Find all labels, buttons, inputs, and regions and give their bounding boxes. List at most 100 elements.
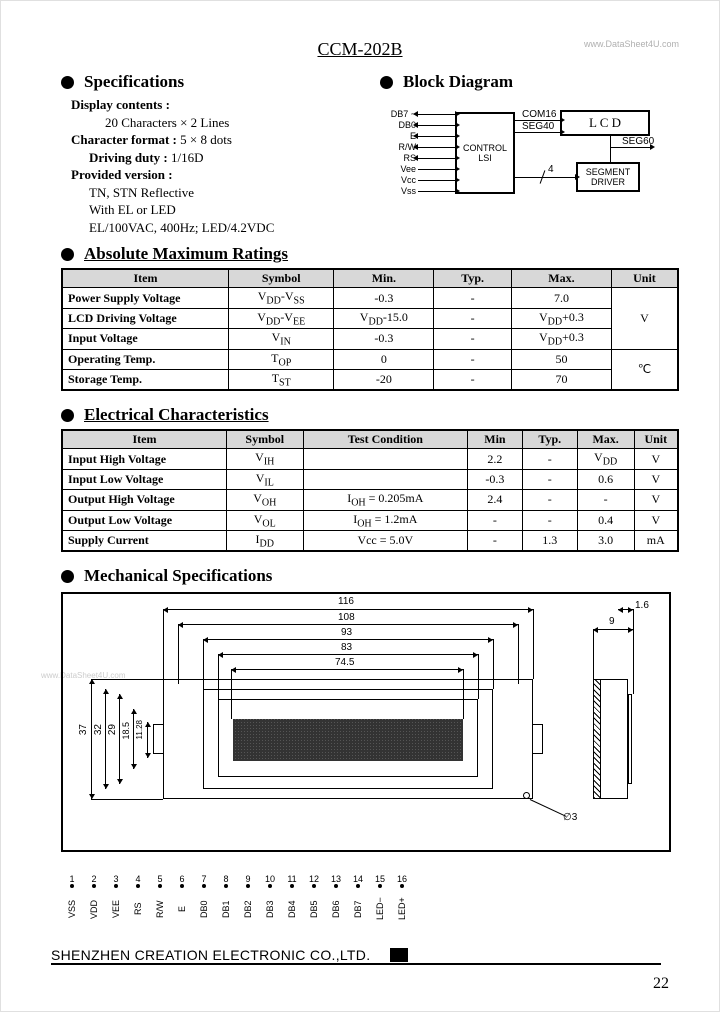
lbl-74: 74.5	[335, 657, 354, 668]
cell: 3.0	[577, 530, 634, 551]
signal-rs: RS	[380, 153, 416, 163]
signal-e: E	[380, 131, 416, 141]
cell: IDD	[226, 530, 303, 551]
cell: -	[522, 510, 577, 530]
pin-num: 2	[83, 874, 105, 884]
mech-char-area	[233, 719, 463, 761]
hole-leader	[530, 799, 567, 817]
signal-vss: Vss	[380, 186, 416, 196]
cell	[303, 449, 467, 469]
cell: -	[577, 490, 634, 510]
cell-unit: V	[611, 288, 678, 349]
cell: LCD Driving Voltage	[62, 308, 228, 328]
cell: 7.0	[512, 288, 612, 308]
dim-18	[133, 709, 134, 769]
mechanical-drawing: 116 108 93 83 74.5 37 32 29	[61, 592, 671, 852]
pin-name: DB5	[303, 884, 325, 928]
lbl-116: 116	[338, 596, 354, 607]
cell: 0.4	[577, 510, 634, 530]
duty-label: Driving duty :	[89, 150, 171, 165]
signal-db0: DB0	[380, 120, 416, 130]
th: Typ.	[434, 269, 512, 288]
cell: IOH = 1.2mA	[303, 510, 467, 530]
pin-name: RS	[127, 884, 149, 928]
th: Max.	[577, 430, 634, 449]
cell: mA	[634, 530, 678, 551]
label-4: 4	[548, 164, 554, 175]
tab-right	[533, 724, 543, 754]
cell: VDD-15.0	[334, 308, 434, 328]
table-row: LCD Driving VoltageVDD-VEEVDD-15.0-VDD+0…	[62, 308, 678, 328]
pin-name: DB4	[281, 884, 303, 928]
side-pcb	[628, 694, 632, 784]
th: Max.	[512, 269, 612, 288]
lbl-83: 83	[341, 642, 352, 653]
prov-label: Provided version :	[71, 167, 173, 182]
heading-specs: Specifications	[61, 72, 360, 92]
pin-num: 14	[347, 874, 369, 884]
cell: -	[434, 329, 512, 349]
cell	[303, 469, 467, 489]
pinout: 12345678910111213141516 VSSVDDVEERSR/WED…	[61, 874, 679, 928]
heading-elec: Electrical Characteristics	[61, 405, 679, 425]
prov-2: With EL or LED	[89, 201, 360, 219]
th: Symbol	[228, 269, 333, 288]
cell: VDD	[577, 449, 634, 469]
dim-37	[91, 679, 92, 799]
lbl-37: 37	[78, 724, 89, 735]
pin-num: 16	[391, 874, 413, 884]
pin-num: 12	[303, 874, 325, 884]
dim-11	[147, 722, 148, 758]
cell: -	[522, 490, 577, 510]
table-row: Output High VoltageVOHIOH = 0.205mA2.4--…	[62, 490, 678, 510]
cell: VDD-VEE	[228, 308, 333, 328]
cell: -	[522, 469, 577, 489]
pin-num: 9	[237, 874, 259, 884]
dim-9	[593, 629, 633, 630]
cell: 1.3	[522, 530, 577, 551]
th: Unit	[634, 430, 678, 449]
cell: Output High Voltage	[62, 490, 226, 510]
cell: VIL	[226, 469, 303, 489]
cell: V	[634, 490, 678, 510]
pin-num: 8	[215, 874, 237, 884]
pin-name: VDD	[83, 884, 105, 928]
pin-name: R/W	[149, 884, 171, 928]
cell: -	[434, 349, 512, 369]
table-row: Operating Temp.TOP0-50℃	[62, 349, 678, 369]
signal-rw: R/W	[380, 142, 416, 152]
th: Item	[62, 269, 228, 288]
display-value: 20 Characters × 2 Lines	[105, 114, 360, 132]
cell: Operating Temp.	[62, 349, 228, 369]
cell: TST	[228, 369, 333, 390]
cell: -	[522, 449, 577, 469]
lbl-11: 11.28	[135, 720, 144, 739]
label-com16: COM16	[522, 109, 556, 120]
label-seg60: SEG60	[622, 136, 654, 147]
block-column: Block Diagram DB7 ~DB0ER/WRSVeeVccVss CO…	[380, 72, 679, 236]
table-row: Supply CurrentIDDVcc = 5.0V-1.33.0mA	[62, 530, 678, 551]
dim-116	[163, 609, 533, 610]
footer-logo-icon	[390, 948, 408, 962]
cell: V	[634, 510, 678, 530]
cell: 2.2	[468, 449, 523, 469]
line-4	[515, 177, 575, 178]
display-label: Display contents :	[71, 97, 170, 112]
th: Test Condition	[303, 430, 467, 449]
cell: 2.4	[468, 490, 523, 510]
signal-vcc: Vcc	[380, 175, 416, 185]
th: Min.	[334, 269, 434, 288]
pin-num: 13	[325, 874, 347, 884]
lbl-9: 9	[609, 616, 615, 627]
cell-unit: ℃	[611, 349, 678, 390]
pin-num: 10	[259, 874, 281, 884]
dim-93	[203, 639, 493, 640]
lbl-hole: ∅3	[563, 812, 577, 823]
th: Symbol	[226, 430, 303, 449]
pin-name: LED+	[391, 884, 413, 928]
page: www.DataSheet4U.com www.DataSheet4U.com …	[0, 0, 720, 1012]
pin-name: DB1	[215, 884, 237, 928]
cell: -	[434, 288, 512, 308]
pin-name: DB6	[325, 884, 347, 928]
dim-29	[119, 694, 120, 784]
